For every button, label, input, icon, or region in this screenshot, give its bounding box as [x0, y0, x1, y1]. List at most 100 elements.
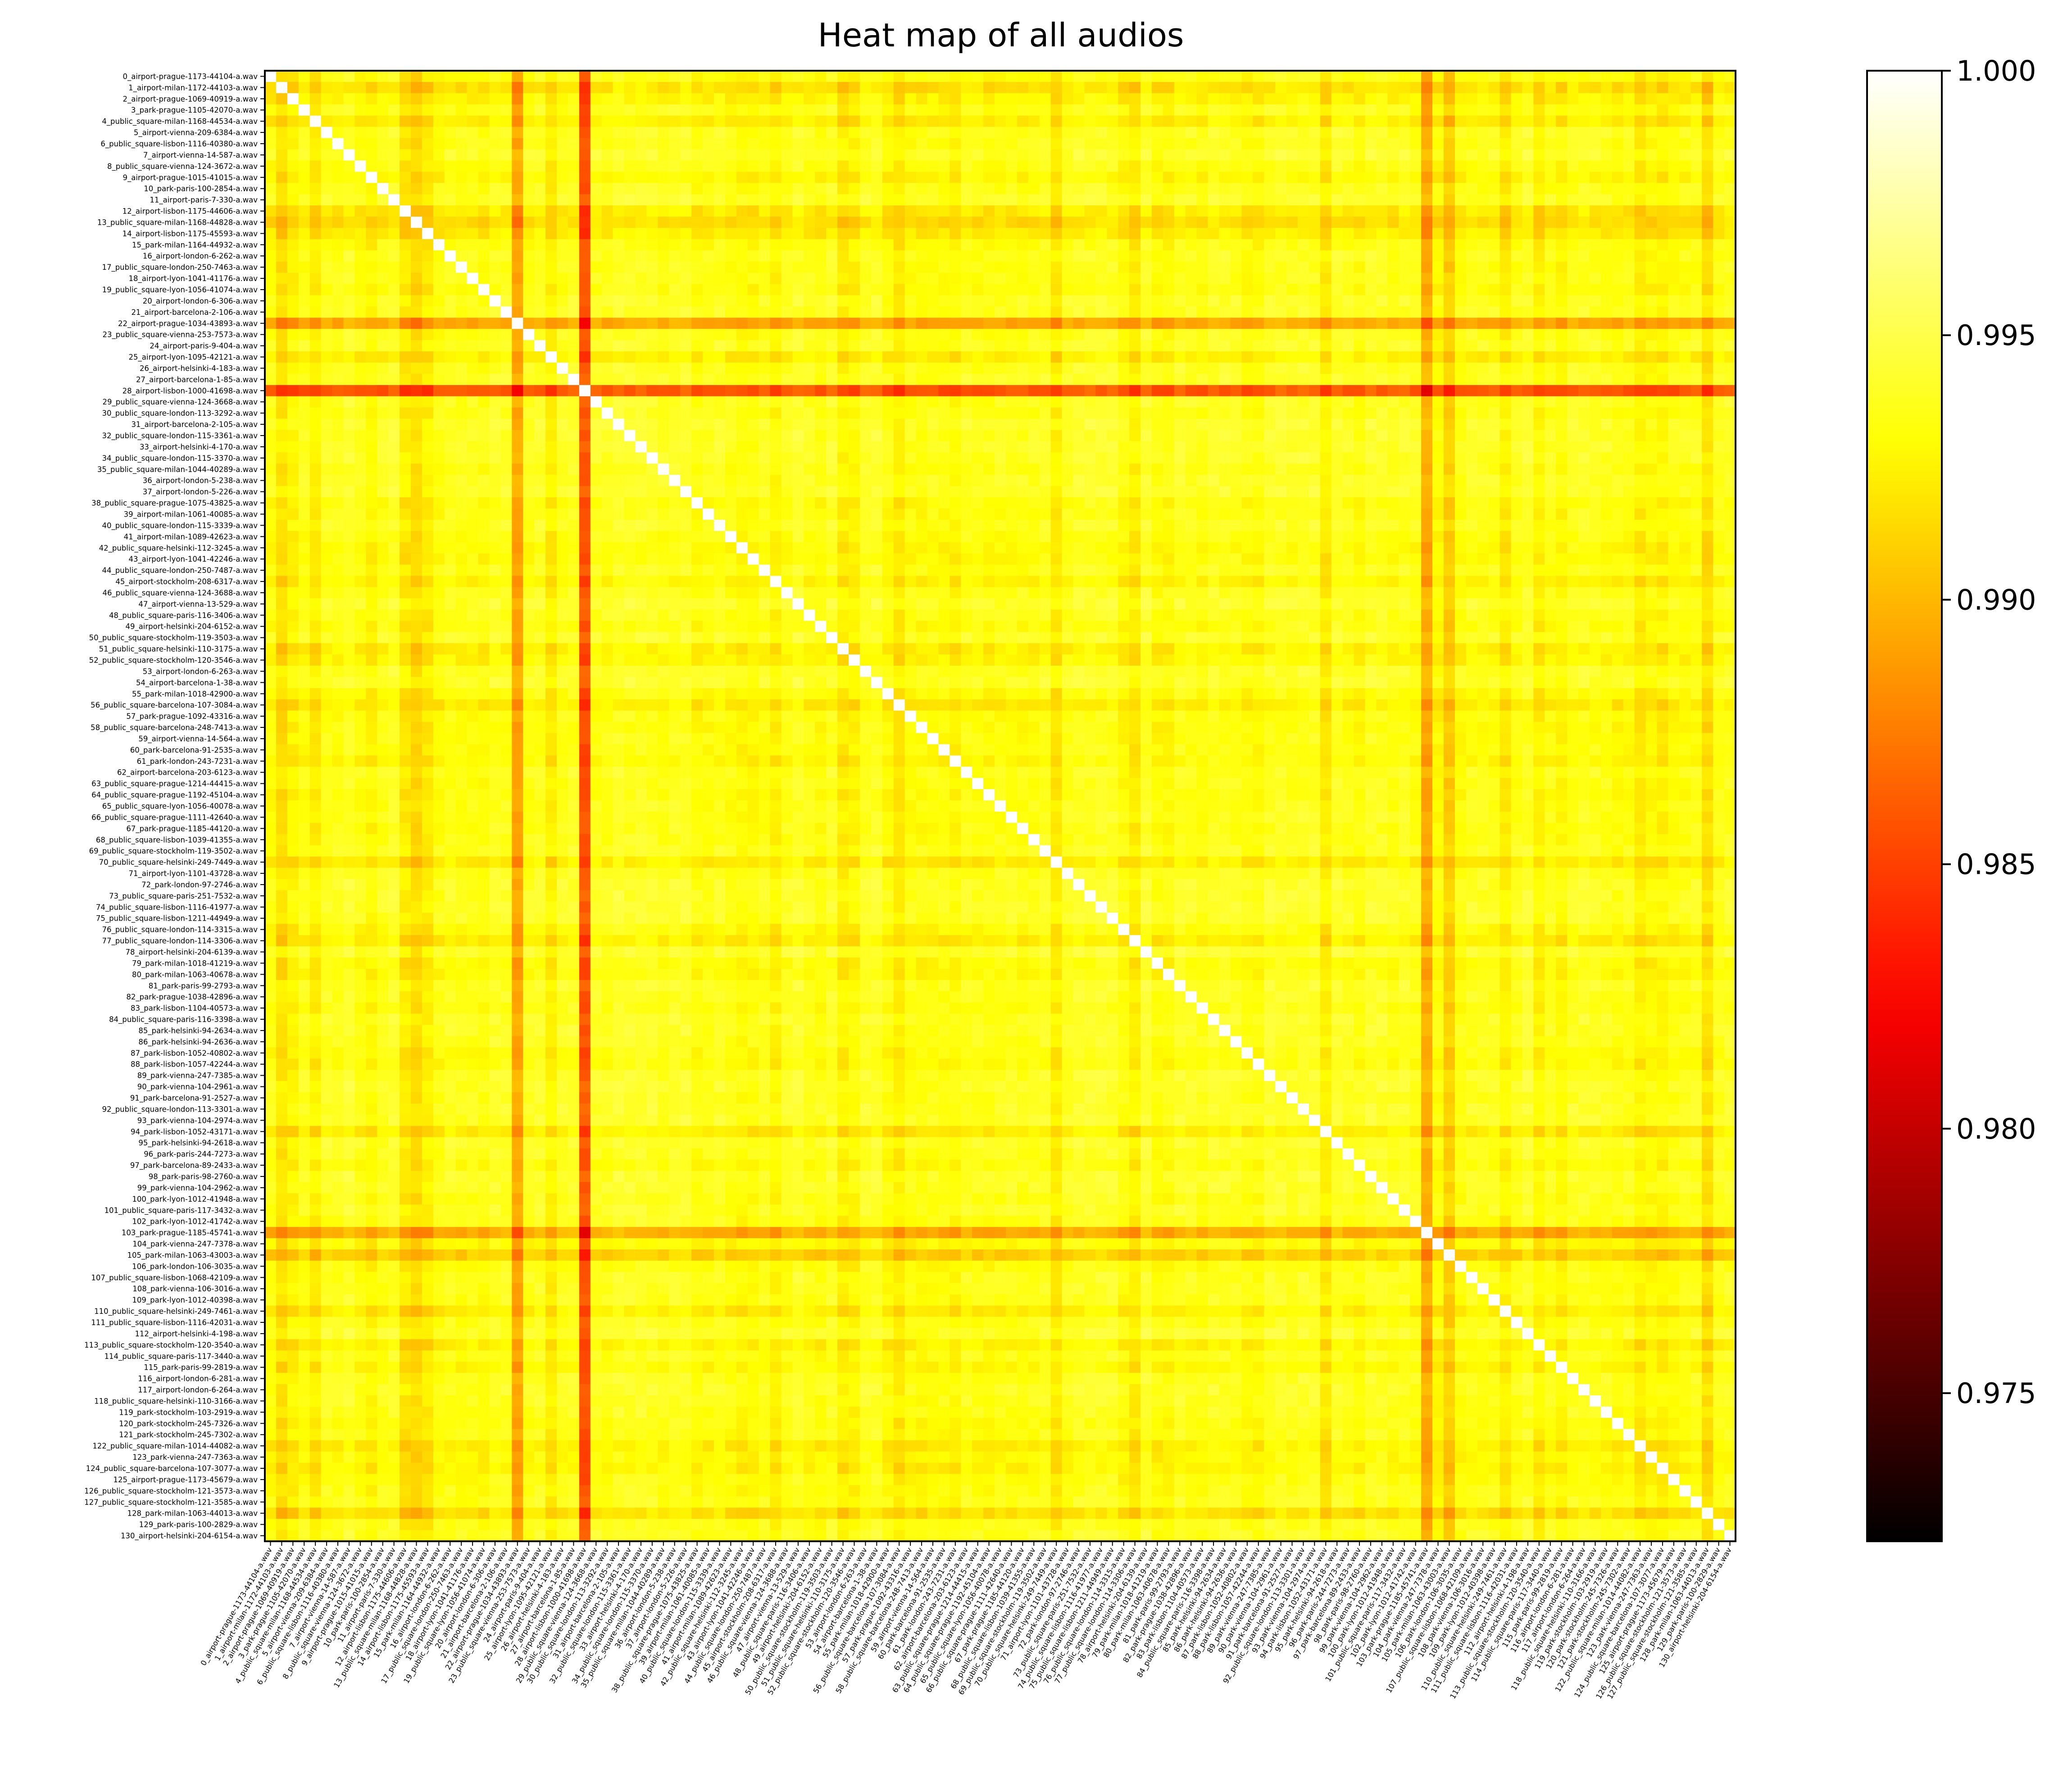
heatmap-cell	[826, 172, 838, 183]
heatmap-cell	[961, 160, 972, 172]
heatmap-cell	[916, 104, 928, 116]
heatmap-cell	[849, 261, 860, 273]
heatmap-cell	[1387, 272, 1399, 285]
heatmap-cell	[590, 82, 602, 94]
heatmap-cell	[961, 127, 972, 139]
heatmap-cell	[1208, 205, 1220, 217]
heatmap-cell	[624, 160, 636, 172]
heatmap-cell	[1477, 363, 1489, 374]
heatmap-cell	[1679, 82, 1691, 94]
heatmap-cell	[512, 441, 523, 453]
heatmap-cell	[1556, 149, 1568, 161]
heatmap-cell	[1399, 127, 1410, 139]
heatmap-cell	[961, 93, 972, 105]
heatmap-cell	[1286, 149, 1298, 161]
heatmap-cell	[725, 104, 737, 116]
heatmap-cell	[1589, 160, 1601, 172]
heatmap-cell	[1331, 441, 1343, 453]
heatmap-cell	[972, 227, 984, 240]
heatmap-cell	[658, 261, 669, 273]
heatmap-cell	[1005, 486, 1018, 498]
heatmap-cell	[1151, 250, 1163, 262]
heatmap-cell	[1668, 306, 1680, 318]
heatmap-cell	[500, 452, 512, 464]
heatmap-cell	[489, 373, 501, 386]
heatmap-cell	[1657, 82, 1669, 94]
heatmap-cell	[703, 82, 714, 94]
heatmap-cell	[422, 205, 434, 217]
heatmap-cell	[534, 452, 546, 464]
heatmap-cell	[512, 486, 523, 498]
heatmap-cell	[512, 306, 523, 318]
heatmap-cell	[1668, 239, 1680, 251]
heatmap-cell	[1724, 396, 1736, 408]
heatmap-cell	[545, 272, 557, 285]
heatmap-cell	[309, 463, 322, 475]
heatmap-cell	[995, 239, 1006, 251]
heatmap-cell	[523, 486, 535, 498]
heatmap-cell	[759, 284, 771, 296]
heatmap-cell	[950, 172, 961, 183]
heatmap-cell	[557, 475, 568, 486]
heatmap-cell	[411, 261, 423, 273]
heatmap-cell	[354, 104, 366, 116]
heatmap-cell	[1466, 239, 1478, 251]
heatmap-cell	[309, 272, 322, 285]
heatmap-cell	[601, 217, 613, 228]
heatmap-cell	[1533, 396, 1545, 408]
heatmap-cell	[1724, 351, 1736, 363]
heatmap-cell	[983, 475, 995, 486]
heatmap-cell	[1095, 149, 1107, 161]
heatmap-cell	[1286, 104, 1298, 116]
heatmap-cell	[613, 205, 625, 217]
heatmap-cell	[1320, 430, 1332, 442]
heatmap-cell	[411, 71, 423, 82]
heatmap-cell	[321, 227, 333, 240]
heatmap-cell	[1387, 340, 1399, 352]
heatmap-cell	[1342, 272, 1354, 285]
heatmap-cell	[713, 351, 726, 363]
heatmap-cell	[1522, 329, 1534, 341]
heatmap-cell	[467, 71, 479, 82]
heatmap-cell	[1522, 172, 1534, 183]
heatmap-cell	[1095, 284, 1107, 296]
heatmap-cell	[770, 396, 782, 408]
heatmap-cell	[1376, 385, 1388, 397]
heatmap-cell	[377, 407, 389, 419]
heatmap-cell	[287, 115, 299, 127]
heatmap-cell	[276, 127, 288, 139]
heatmap-cell	[1713, 261, 1725, 273]
heatmap-cell	[1545, 115, 1556, 127]
heatmap-cell	[276, 441, 288, 453]
heatmap-cell	[972, 149, 984, 161]
heatmap-cell	[590, 205, 602, 217]
heatmap-cell	[747, 430, 759, 442]
heatmap-cell	[444, 183, 456, 195]
heatmap-cell	[1062, 318, 1074, 329]
heatmap-cell	[377, 217, 389, 228]
heatmap-cell	[1129, 217, 1141, 228]
heatmap-cell	[995, 138, 1006, 150]
heatmap-cell	[444, 239, 456, 251]
heatmap-cell	[1578, 227, 1590, 240]
heatmap-cell	[1174, 104, 1186, 116]
heatmap-cell	[388, 272, 400, 285]
heatmap-cell	[1623, 217, 1635, 228]
heatmap-cell	[411, 93, 423, 105]
heatmap-cell	[1062, 172, 1074, 183]
heatmap-cell	[646, 441, 658, 453]
heatmap-cell	[1141, 261, 1152, 273]
heatmap-cell	[523, 441, 535, 453]
heatmap-cell	[478, 284, 490, 296]
heatmap-cell	[635, 239, 647, 251]
heatmap-cell	[1219, 418, 1231, 431]
heatmap-cell	[725, 418, 737, 431]
heatmap-cell	[1545, 227, 1556, 240]
heatmap-cell	[579, 306, 591, 318]
heatmap-cell	[343, 497, 355, 509]
heatmap-cell	[590, 138, 602, 150]
heatmap-cell	[1612, 93, 1624, 105]
heatmap-cell	[422, 306, 434, 318]
heatmap-cell	[1578, 194, 1590, 206]
heatmap-cell	[1466, 217, 1478, 228]
